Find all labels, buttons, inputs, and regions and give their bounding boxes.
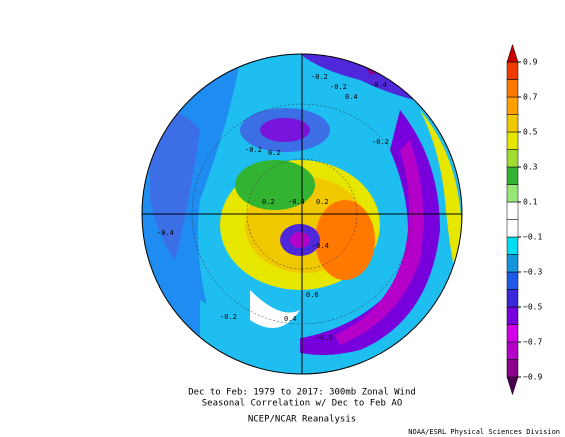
contour-label: 0.4 (345, 93, 358, 101)
contour-label: -0.2 (245, 146, 262, 154)
colorbar-label: −0.1 (523, 233, 542, 242)
colorbar-band (506, 184, 519, 203)
colorbar-band (506, 96, 519, 115)
contour-label: -0.2 (372, 138, 389, 146)
contour-label: 0.2 (262, 198, 275, 206)
colorbar-label: 0.1 (523, 198, 538, 207)
colorbar-band (506, 114, 519, 133)
contour-label: 0.2 (316, 198, 329, 206)
contour-label: 0.6 (306, 291, 319, 299)
colorbar-band (506, 149, 519, 168)
colorbar-label: 0.9 (523, 58, 538, 67)
credit: NOAA/ESRL Physical Sciences Division (408, 428, 560, 436)
contour-label: 0.4 (284, 315, 297, 323)
colorbar-band (506, 166, 519, 185)
colorbar-band (506, 341, 519, 360)
caption: Dec to Feb: 1979 to 2017: 300mb Zonal Wi… (188, 388, 416, 398)
colorbar-band (506, 61, 519, 80)
colorbar-label: −0.9 (523, 373, 542, 382)
colorbar-band (506, 306, 519, 325)
colorbar-band (506, 289, 519, 308)
map (142, 54, 462, 374)
caption: NCEP/NCAR Reanalysis (248, 415, 356, 425)
contour-label: -0.4 (288, 198, 305, 206)
colorbar-band (506, 79, 519, 98)
colorbar-band (506, 324, 519, 343)
contour-label: -0.6 (316, 334, 333, 342)
map-border (141, 53, 463, 375)
colorbar-band (506, 359, 519, 378)
contour-label: -0.2 (311, 73, 328, 81)
contour-label: -0.4 (157, 229, 174, 237)
contour-label: -0.2 (220, 313, 237, 321)
contour-label: 0.2 (268, 149, 281, 157)
colorbar-band (506, 201, 519, 220)
colorbar-band (506, 376, 519, 396)
colorbar-band (506, 43, 519, 63)
colorbar-label: −0.3 (523, 268, 542, 277)
colorbar-band (506, 131, 519, 150)
contour-label: -0.2 (330, 83, 347, 91)
colorbar-label: 0.5 (523, 128, 538, 137)
colorbar-label: −0.5 (523, 303, 542, 312)
caption: Seasonal Correlation w/ Dec to Feb AO (202, 399, 402, 409)
colorbar-band (506, 254, 519, 273)
contour-label: -0.4 (370, 81, 387, 89)
contour-label: -0.4 (312, 242, 329, 250)
colorbar-label: 0.3 (523, 163, 538, 172)
colorbar-band (506, 271, 519, 290)
colorbar-band (506, 219, 519, 238)
colorbar-label: 0.7 (523, 93, 538, 102)
colorbar-label: −0.7 (523, 338, 542, 347)
colorbar-band (506, 236, 519, 255)
